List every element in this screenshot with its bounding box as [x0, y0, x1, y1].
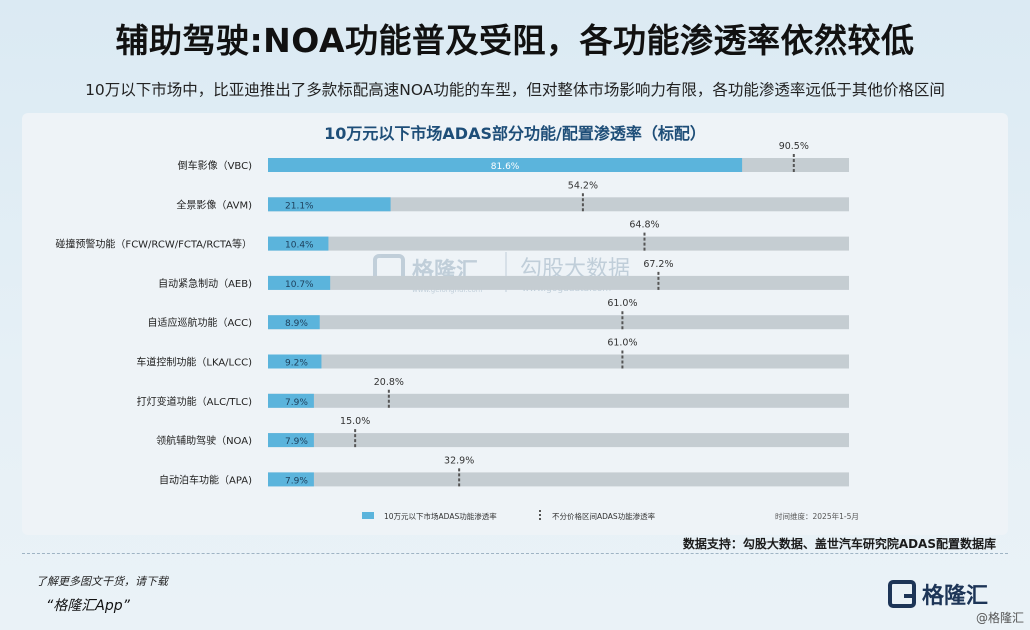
- chart-note: 时间维度：2025年1-5月: [775, 511, 859, 521]
- bar-track: [268, 315, 849, 330]
- bar-sub10k: [268, 472, 314, 487]
- bar-track: [268, 472, 849, 487]
- page-headline: 辅助驾驶:NOA功能普及受阻，各功能渗透率依然较低: [115, 21, 915, 60]
- bar-track: [268, 236, 849, 251]
- bar-track: [268, 393, 849, 408]
- marker-value-label: 61.0%: [607, 338, 637, 349]
- category-label: 倒车影像（VBC): [178, 159, 253, 172]
- bar-track: [268, 354, 849, 369]
- bar-value-label: 21.1%: [285, 201, 314, 211]
- legend-swatch-sub10k: [362, 512, 374, 519]
- footer-divider: [22, 553, 1008, 554]
- category-label: 车道控制功能（LKA/LCC): [136, 356, 252, 369]
- brand-logo-icon: [887, 580, 916, 608]
- marker-value-label: 54.2%: [568, 180, 598, 191]
- bar-sub10k: [268, 433, 314, 448]
- bar-value-label: 81.6%: [491, 162, 520, 172]
- bar-value-label: 9.2%: [285, 359, 308, 369]
- corner-watermark: @格隆汇: [975, 611, 1024, 625]
- chart-rows: 倒车影像（VBC) 81.6% 90.5% 全景影像（AVM) 21.1% 54.2% 碰撞…: [55, 141, 849, 489]
- bar-value-label: 7.9%: [285, 398, 308, 408]
- marker-value-label: 67.2%: [643, 259, 673, 270]
- bar-track: [268, 197, 849, 212]
- bar-value-label: 10.4%: [285, 241, 314, 251]
- category-label: 自动泊车功能（APA): [159, 473, 252, 486]
- app-name: “格隆汇App”: [46, 598, 130, 614]
- category-label: 自适应巡航功能（ACC): [147, 316, 252, 329]
- download-prompt: 了解更多图文干货，请下载: [36, 575, 168, 588]
- chart-legend: 10万元以下市场ADAS功能渗透率 不分价格区间ADAS功能渗透率 时间维度：2…: [362, 510, 859, 521]
- category-label: 碰撞预警功能（FCW/RCW/FCTA/RCTA等）: [55, 238, 252, 251]
- marker-value-label: 20.8%: [374, 377, 404, 388]
- bar-track: [268, 275, 849, 290]
- page-subline: 10万以下市场中，比亚迪推出了多款标配高速NOA功能的车型，但对整体市场影响力有…: [85, 81, 945, 99]
- category-label: 打灯变道功能（ALC/TLC): [137, 395, 252, 408]
- bar-value-label: 7.9%: [285, 476, 308, 486]
- legend-label-all: 不分价格区间ADAS功能渗透率: [552, 511, 656, 521]
- category-label: 全景影像（AVM): [176, 198, 252, 211]
- marker-value-label: 61.0%: [607, 298, 637, 309]
- data-source: 数据支持：勾股大数据、盖世汽车研究院ADAS配置数据库: [682, 537, 996, 551]
- brand-name: 格隆汇: [921, 584, 988, 609]
- marker-value-label: 15.0%: [340, 416, 370, 427]
- marker-value-label: 90.5%: [779, 141, 809, 152]
- marker-value-label: 64.8%: [629, 220, 659, 231]
- bar-sub10k: [268, 354, 322, 369]
- watermark-site1: www.gelonghui.com: [412, 286, 483, 294]
- category-label: 自动紧急制动（AEB): [158, 277, 252, 290]
- marker-value-label: 32.9%: [444, 455, 474, 466]
- bar-sub10k: [268, 315, 320, 330]
- bar-sub10k: [268, 275, 331, 290]
- chart-title: 10万元以下市场ADAS部分功能/配置渗透率（标配）: [324, 124, 706, 143]
- bar-value-label: 7.9%: [285, 437, 308, 447]
- bar-value-label: 8.9%: [285, 319, 308, 329]
- bar-track: [268, 433, 849, 448]
- bar-value-label: 10.7%: [285, 280, 314, 290]
- legend-label-sub10k: 10万元以下市场ADAS功能渗透率: [384, 511, 497, 521]
- brand-logo: 格隆汇: [887, 576, 988, 612]
- bar-sub10k: [268, 393, 314, 408]
- bar-sub10k: [268, 158, 743, 172]
- bar-sub10k: [268, 197, 391, 212]
- bar-sub10k: [268, 236, 329, 251]
- category-label: 领航辅助驾驶（NOA): [156, 434, 252, 447]
